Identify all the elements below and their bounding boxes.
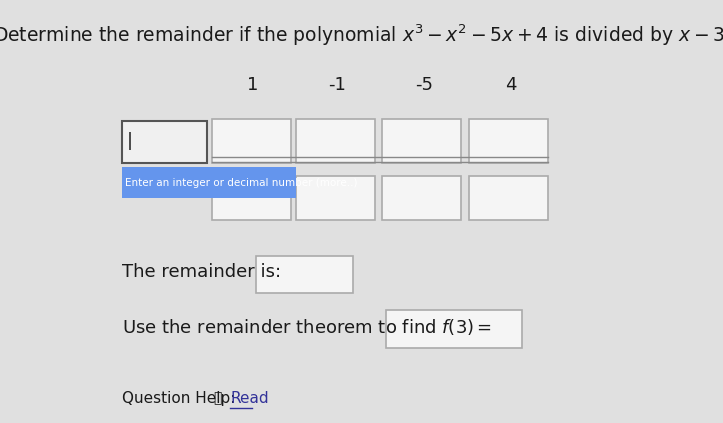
Text: |: |	[127, 132, 133, 150]
FancyBboxPatch shape	[255, 255, 354, 294]
Text: 1: 1	[247, 77, 259, 94]
Text: Use the remainder theorem to find $f(3) =$: Use the remainder theorem to find $f(3) …	[122, 317, 492, 337]
FancyBboxPatch shape	[212, 176, 291, 220]
Text: Enter an integer or decimal number (more..): Enter an integer or decimal number (more…	[125, 178, 358, 187]
Text: Question Help:: Question Help:	[122, 391, 236, 406]
Text: Read: Read	[230, 391, 269, 406]
FancyBboxPatch shape	[382, 176, 461, 220]
FancyBboxPatch shape	[469, 176, 548, 220]
FancyBboxPatch shape	[382, 119, 461, 163]
Text: -5: -5	[415, 77, 433, 94]
Text: -1: -1	[328, 77, 346, 94]
FancyBboxPatch shape	[122, 168, 296, 198]
FancyBboxPatch shape	[469, 119, 548, 163]
FancyBboxPatch shape	[296, 119, 375, 163]
Text: The remainder is:: The remainder is:	[122, 264, 281, 281]
Text: 4: 4	[505, 77, 517, 94]
FancyBboxPatch shape	[296, 176, 375, 220]
FancyBboxPatch shape	[212, 119, 291, 163]
Text: Determine the remainder if the polynomial $x^3 - x^2 - 5x + 4$ is divided by $x : Determine the remainder if the polynomia…	[0, 22, 723, 48]
Text: 📄: 📄	[214, 392, 222, 406]
FancyBboxPatch shape	[386, 310, 522, 348]
FancyBboxPatch shape	[122, 121, 207, 163]
